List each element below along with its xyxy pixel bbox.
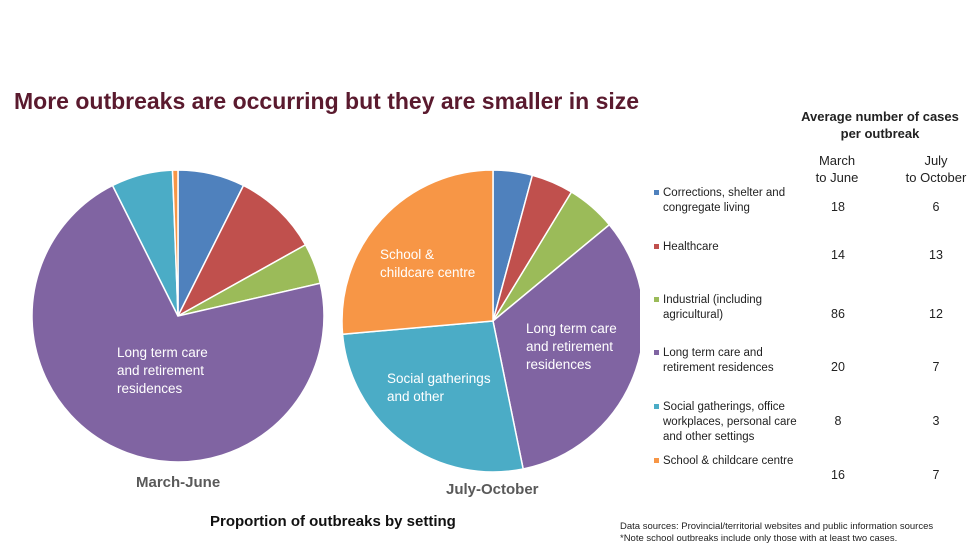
table-cell-col1: 16: [831, 468, 845, 482]
pie1-slice-3: [31, 184, 325, 463]
table-cell-col2: 7: [932, 360, 940, 374]
legend-line: Healthcare: [654, 240, 814, 255]
pie1-title: March-June: [136, 474, 221, 491]
table-cell-col2: 13: [929, 248, 943, 262]
legend-row: Corrections, shelter and congregate livin…: [654, 186, 814, 216]
table-cell-col1: 20: [831, 360, 845, 374]
legend-label: retirement residences: [663, 362, 774, 374]
pie2-slice-4: [341, 320, 525, 473]
pie2-slice-5: [341, 169, 494, 336]
legend-row: Social gatherings, office workplaces, per…: [654, 400, 814, 445]
table-cell-col1: 14: [831, 248, 845, 262]
legend-line: and other settings: [654, 430, 814, 445]
label-line: Social gatherings: [387, 371, 491, 386]
header-line: to October: [905, 170, 967, 185]
legend-line: congregate living: [654, 201, 814, 216]
header-line: July: [924, 153, 948, 168]
legend-label: Industrial (including: [663, 294, 763, 306]
school-note: *Note school outbreaks include only thos…: [620, 533, 898, 544]
table-cell-col1: 86: [831, 307, 845, 321]
label-line: Long term care: [117, 345, 208, 360]
table-cell-col1: 18: [831, 200, 845, 214]
label-line: childcare centre: [380, 265, 476, 280]
legend-line: agricultural): [654, 308, 814, 323]
pie2-label-school: School & childcare centre: [380, 246, 475, 282]
legend-label: agricultural): [663, 309, 724, 321]
legend-label: workplaces, personal care: [663, 416, 797, 428]
heading-line: Average number of cases: [801, 109, 959, 124]
legend-line: Social gatherings, office: [654, 400, 814, 415]
chart-subtitle: Proportion of outbreaks by setting: [210, 513, 456, 530]
label-line: and retirement: [117, 363, 205, 378]
label-line: Long term care: [526, 321, 617, 336]
pie2-title: July-October: [446, 481, 539, 498]
legend-label: School & childcare centre: [663, 455, 794, 467]
legend-row: Long term care and retirement residences: [654, 346, 814, 376]
page-title: More outbreaks are occurring but they ar…: [14, 88, 640, 114]
legend-label: Long term care and: [663, 347, 763, 359]
column-header-march-june: March to June: [805, 152, 869, 186]
table-cell-col2: 12: [929, 307, 943, 321]
pie1-label-ltc: Long term care and retirement residences: [117, 344, 208, 398]
table-cell-col2: 6: [932, 200, 940, 214]
legend-label: congregate living: [663, 202, 750, 214]
legend-swatch: [654, 458, 659, 464]
legend-line: Corrections, shelter and: [654, 186, 814, 201]
label-line: residences: [117, 381, 183, 396]
header-line: March: [818, 153, 856, 168]
pie1-slice-5: [171, 169, 179, 317]
pie1-slice-1: [176, 184, 307, 318]
legend-line: retirement residences: [654, 361, 814, 376]
legend-row: Healthcare: [654, 240, 814, 255]
legend-label: Social gatherings, office: [663, 401, 785, 413]
legend-swatch: [654, 190, 659, 196]
table-cell-col2: 3: [932, 414, 940, 428]
pie2-label-social: Social gatherings and other: [387, 370, 491, 406]
label-line: residences: [526, 357, 592, 372]
legend-swatch: [654, 404, 659, 410]
column-header-july-october: July to October: [896, 152, 976, 186]
legend-line: Long term care and: [654, 346, 814, 361]
pie2-slice-3: [492, 223, 640, 470]
label-line: School &: [380, 247, 435, 262]
pie-charts: [31, 169, 640, 473]
legend-swatch: [654, 297, 659, 303]
heading-line: per outbreak: [840, 126, 920, 141]
data-sources-note: Data sources: Provincial/territorial web…: [620, 521, 934, 532]
legend-swatch: [654, 350, 659, 356]
legend-row: Industrial (including agricultural): [654, 293, 814, 323]
pie2-label-ltc: Long term care and retirement residences: [526, 320, 617, 374]
label-line: and retirement: [526, 339, 614, 354]
legend-row: School & childcare centre: [654, 454, 814, 469]
legend-label: Healthcare: [663, 241, 719, 253]
header-line: to June: [815, 170, 859, 185]
table-heading: Average number of cases per outbreak: [790, 108, 970, 142]
legend-line: workplaces, personal care: [654, 415, 814, 430]
legend-label: Corrections, shelter and: [663, 187, 786, 199]
legend-line: Industrial (including: [654, 293, 814, 308]
label-line: and other: [387, 389, 445, 404]
legend-swatch: [654, 244, 659, 250]
table-cell-col2: 7: [932, 468, 940, 482]
legend-line: School & childcare centre: [654, 454, 814, 469]
legend-label: and other settings: [663, 431, 755, 443]
table-cell-col1: 8: [834, 414, 842, 428]
